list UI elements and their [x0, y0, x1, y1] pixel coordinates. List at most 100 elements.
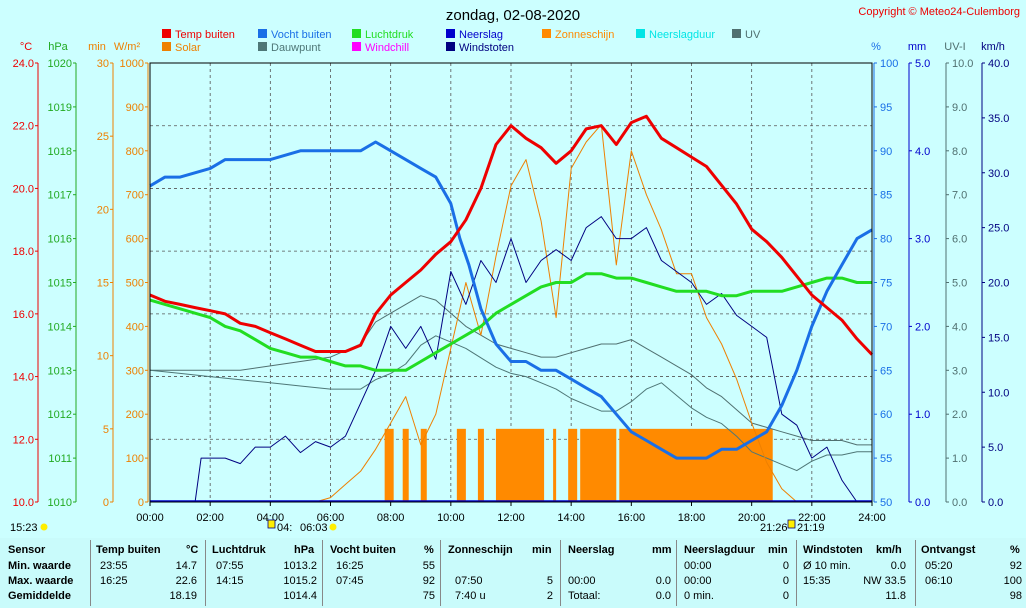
axis-tick-label: 0.0 [988, 497, 1003, 509]
x-tick-label: 04:00 [257, 512, 285, 524]
axis-tick-label: 70 [880, 321, 892, 333]
table-cell: Ø 10 min. [803, 560, 851, 572]
axis-tick-label: 1.0 [915, 409, 930, 421]
axis-tick-label: 8.0 [952, 146, 967, 158]
legend-swatch [446, 29, 455, 38]
table-cell: 05:20 [925, 560, 953, 572]
axis-tick-label: 1000 [120, 58, 144, 70]
axis-tick-label: 1013 [48, 365, 72, 377]
axis-tick-label: 10.0 [952, 58, 973, 70]
axis-tick-label: 95 [880, 102, 892, 114]
table-cell: 23:55 [100, 560, 128, 572]
axis-tick-label: 100 [126, 453, 144, 465]
table-cell: 0.0 [655, 590, 671, 602]
x-tick-label: 22:00 [798, 512, 826, 524]
table-cell: 16:25 [336, 560, 364, 572]
table-cell: 07:55 [216, 560, 244, 572]
table-cell: 75 [422, 590, 435, 602]
x-tick-label: 14:00 [557, 512, 585, 524]
axis-tick-label: 75 [880, 278, 892, 290]
axis-tick-label: 5.0 [988, 442, 1003, 454]
axis-unit: mm [908, 41, 926, 53]
header-wind-unit: km/h [876, 544, 902, 556]
table-cell: 0 min. [684, 590, 714, 602]
table-cell: 55 [422, 560, 435, 572]
weather-chart: zondag, 02-08-2020 Copyright © Meteo24-C… [10, 6, 1020, 534]
axis-tick-label: 0.0 [952, 497, 967, 509]
axis-tick-label: 3.0 [952, 365, 967, 377]
axis-tick-label: 60 [880, 409, 892, 421]
axis-tick-label: 24.0 [13, 58, 34, 70]
table-cell: 16:25 [100, 575, 128, 587]
legend-label: Solar [175, 42, 201, 54]
axis-tick-label: 30.0 [988, 168, 1009, 180]
sun-moon-row: 15:23 04: 06:03 21:26 21:19 [10, 519, 825, 534]
header-pressure-unit: hPa [294, 544, 315, 556]
legend-label: UV [745, 29, 761, 41]
axis-tick-label: 22.0 [13, 121, 34, 133]
axis-tick-label: 0 [138, 497, 144, 509]
x-tick-label: 10:00 [437, 512, 465, 524]
table-cell: 06:10 [925, 575, 953, 587]
axis-tick-label: 1018 [48, 146, 72, 158]
axis-tick-label: 90 [880, 146, 892, 158]
table-cell: 92 [422, 575, 435, 587]
series-line-vocht-buiten [149, 140, 873, 460]
table-cell: 07:50 [455, 575, 483, 587]
axis-tick-label: 1020 [48, 58, 72, 70]
axis-unit: W/m² [114, 41, 141, 53]
x-tick-label: 24:00 [858, 512, 886, 524]
axis-tick-label: 5 [103, 424, 109, 436]
axis-tick-label: 30 [97, 58, 109, 70]
chart-title: zondag, 02-08-2020 [446, 7, 580, 24]
axis-tick-label: 200 [126, 409, 144, 421]
legend-swatch [446, 42, 455, 51]
series-line-temp-buiten [149, 114, 874, 356]
table-cell: 2 [546, 590, 553, 602]
header-temp-unit: °C [186, 544, 199, 556]
axis-tick-label: 20.0 [13, 183, 34, 195]
table-cell: 0.0 [890, 560, 906, 572]
axis-tick-label: 2.0 [952, 409, 967, 421]
axis-tick-label: 1011 [48, 453, 72, 465]
axis-tick-label: 14.0 [13, 372, 34, 384]
header-humidity: Vocht buiten [330, 544, 396, 556]
table-cell: 0 [782, 560, 789, 572]
header-wind: Windstoten [803, 544, 863, 556]
axis-tick-label: 55 [880, 453, 892, 465]
sunshine-bar [477, 428, 484, 502]
axis-unit: min [88, 41, 106, 53]
axis-tick-label: 1015 [48, 278, 72, 290]
legend-label: Windstoten [459, 42, 514, 54]
legend-swatch [732, 29, 741, 38]
series-line-dauwpunt [149, 335, 872, 472]
legend-label: Neerslag [459, 29, 503, 41]
sunset-time: 21:26 [760, 522, 788, 534]
header-sensor: Sensor [8, 544, 46, 556]
legend-swatch [636, 29, 645, 38]
legend-label: Dauwpunt [271, 42, 321, 54]
x-tick-label: 08:00 [377, 512, 405, 524]
axis-tick-label: 85 [880, 190, 892, 202]
table-cell: 15:35 [803, 575, 831, 587]
axis-tick-label: 20 [97, 204, 109, 216]
sunshine-bar [553, 428, 557, 502]
legend-label: Vocht buiten [271, 29, 332, 41]
sunshine-bar [568, 428, 578, 502]
axis-tick-label: 600 [126, 234, 144, 246]
table-cell: 0 [782, 575, 789, 587]
series-line-luchtdruk [149, 272, 872, 372]
moon-icon [267, 519, 276, 529]
x-tick-label: 06:00 [317, 512, 345, 524]
table-cell: 1014.4 [283, 590, 317, 602]
axis-tick-label: 0 [103, 497, 109, 509]
header-temp: Temp buiten [96, 544, 161, 556]
legend-swatch [352, 42, 361, 51]
table-cell: 0.0 [655, 575, 671, 587]
axis-tick-label: 400 [126, 321, 144, 333]
legend-swatch [162, 29, 171, 38]
axis-tick-label: 0.0 [915, 497, 930, 509]
table-cell: 07:45 [336, 575, 364, 587]
axis-tick-label: 9.0 [952, 102, 967, 114]
header-rainduration: Neerslagduur [684, 544, 755, 556]
